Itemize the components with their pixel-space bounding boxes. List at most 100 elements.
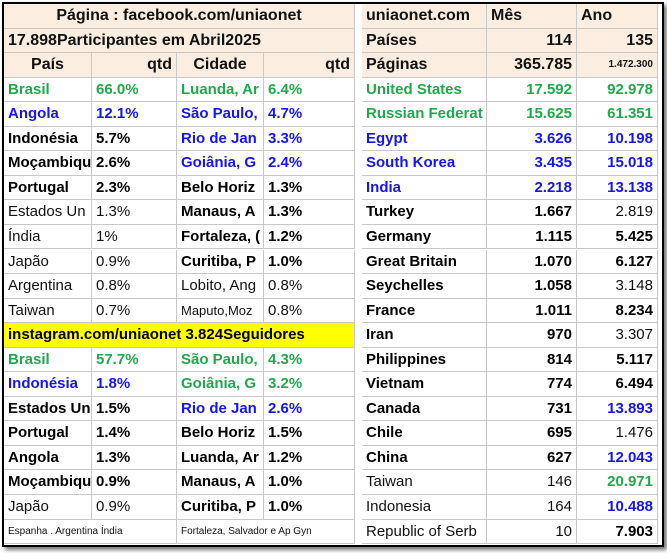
month-count: 15.625 <box>487 102 577 127</box>
city: Manaus, A <box>177 470 264 495</box>
month-header: Mês <box>487 4 577 29</box>
country: Indonésia <box>4 372 92 397</box>
column-header: qtd <box>92 53 177 78</box>
year-count: 20.971 <box>577 470 658 495</box>
country: Argentina <box>4 274 92 299</box>
country-name: Turkey <box>362 200 487 225</box>
column-header: Cidade <box>177 53 264 78</box>
year-count: 3.148 <box>577 274 658 299</box>
city: São Paulo, <box>177 102 264 127</box>
year-count: 6.494 <box>577 372 658 397</box>
city-share: 6.4% <box>264 77 355 103</box>
country-name: Canada <box>362 396 487 422</box>
city: Goiânia, G <box>177 372 264 397</box>
month-count: 774 <box>487 372 577 397</box>
year-count: 13.893 <box>577 396 658 422</box>
city: Belo Horiz <box>177 175 264 201</box>
year-count: 1.476 <box>577 421 658 446</box>
country-share: 0.9% <box>92 495 177 520</box>
country-name: India <box>362 175 487 201</box>
year-count: 2.819 <box>577 200 658 225</box>
month-count: 3.435 <box>487 151 577 176</box>
city-share: 4.3% <box>264 347 355 373</box>
country-share: 1.8% <box>92 372 177 397</box>
year-count: 3.307 <box>577 323 658 348</box>
participants: 17.898Participantes em Abril2025 <box>4 28 355 54</box>
city-share: 2.4% <box>264 151 355 176</box>
country-name: France <box>362 298 487 324</box>
country-share: 0.8% <box>92 274 177 299</box>
country-share: 1.3% <box>92 200 177 225</box>
page-title: Página : facebook.com/uniaonet <box>4 4 355 29</box>
pages-label: Páginas <box>362 53 487 78</box>
year-count: 8.234 <box>577 298 658 324</box>
city: Maputo,Moz <box>177 298 264 324</box>
year-count: 10.198 <box>577 126 658 152</box>
month-count: 3.626 <box>487 126 577 152</box>
month-count: 695 <box>487 421 577 446</box>
city: Rio de Jan <box>177 126 264 152</box>
country-name: Vietnam <box>362 372 487 397</box>
country-share: 0.9% <box>92 249 177 275</box>
footer-cities: Fortaleza, Salvador e Ap Gyn <box>177 519 355 545</box>
instagram-title: instagram.com/uniaonet 3.824Seguidores <box>4 323 355 348</box>
month-count: 2.218 <box>487 175 577 201</box>
country: Moçambique <box>4 151 92 176</box>
pages-month: 365.785 <box>487 53 577 78</box>
country-share: 1% <box>92 224 177 250</box>
year-count: 5.117 <box>577 347 658 373</box>
month-count: 970 <box>487 323 577 348</box>
country-name: Egypt <box>362 126 487 152</box>
year-count: 12.043 <box>577 445 658 471</box>
country-share: 1.5% <box>92 396 177 422</box>
month-count: 627 <box>487 445 577 471</box>
country-name: Great Britain <box>362 249 487 275</box>
month-count: 164 <box>487 495 577 520</box>
city: Luanda, Ar <box>177 445 264 471</box>
country-name: Republic of Serb <box>362 519 487 545</box>
country-name: Russian Federat <box>362 102 487 127</box>
country: Portugal <box>4 175 92 201</box>
year-count: 92.978 <box>577 77 658 103</box>
country-share: 12.1% <box>92 102 177 127</box>
column-header: qtd <box>264 53 355 78</box>
country-share: 66.0% <box>92 77 177 103</box>
city-share: 1.2% <box>264 445 355 471</box>
month-count: 1.011 <box>487 298 577 324</box>
month-count: 1.058 <box>487 274 577 299</box>
city-share: 1.0% <box>264 495 355 520</box>
country-name: United States <box>362 77 487 103</box>
country-name: Iran <box>362 323 487 348</box>
city: São Paulo, <box>177 347 264 373</box>
country: Índia <box>4 224 92 250</box>
month-count: 146 <box>487 470 577 495</box>
country-share: 5.7% <box>92 126 177 152</box>
pages-year: 1.472.300 <box>577 53 658 78</box>
country-name: Taiwan <box>362 470 487 495</box>
city-share: 1.5% <box>264 421 355 446</box>
country: Portugal <box>4 421 92 446</box>
city-share: 1.3% <box>264 175 355 201</box>
footer-countries: Espanha . Argentina Índia <box>4 519 177 545</box>
column-header: País <box>4 53 92 78</box>
country-share: 2.6% <box>92 151 177 176</box>
month-count: 1.070 <box>487 249 577 275</box>
city: Lobito, Ang <box>177 274 264 299</box>
city: Curitiba, P <box>177 249 264 275</box>
city-share: 1.0% <box>264 470 355 495</box>
country: Brasil <box>4 347 92 373</box>
country: Brasil <box>4 77 92 103</box>
country-share: 57.7% <box>92 347 177 373</box>
city-share: 1.3% <box>264 200 355 225</box>
month-count: 10 <box>487 519 577 545</box>
city: Luanda, Ar <box>177 77 264 103</box>
city-share: 3.2% <box>264 372 355 397</box>
countries-month: 114 <box>487 28 577 54</box>
country-name: South Korea <box>362 151 487 176</box>
table: Página : facebook.com/uniaonet uniaonet.c… <box>2 2 664 547</box>
country: Angola <box>4 102 92 127</box>
country: Estados Un <box>4 396 92 422</box>
year-count: 13.138 <box>577 175 658 201</box>
city-share: 2.6% <box>264 396 355 422</box>
country: Indonésia <box>4 126 92 152</box>
